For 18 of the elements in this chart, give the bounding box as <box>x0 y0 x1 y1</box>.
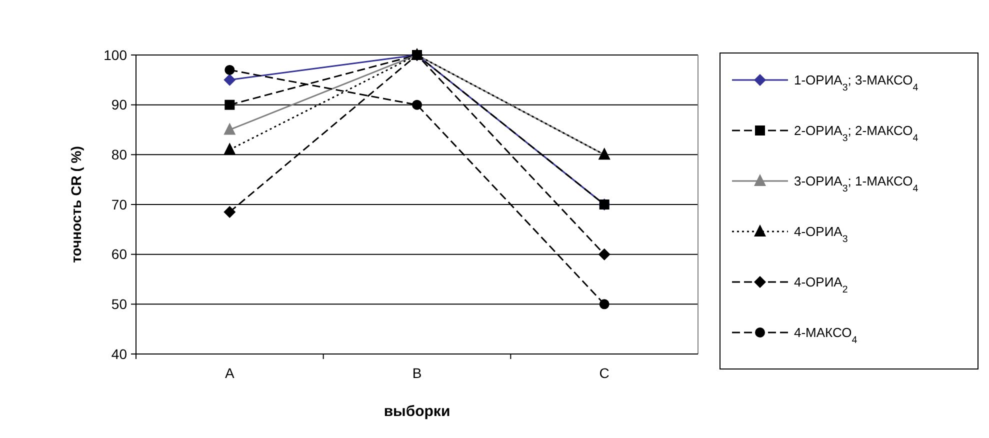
x-tick-label: B <box>412 365 422 381</box>
y-axis-title: точность CR ( %) <box>68 146 84 263</box>
y-tick-label: 50 <box>111 296 128 312</box>
y-tick-label: 40 <box>111 346 128 362</box>
y-tick-label: 70 <box>111 196 128 212</box>
x-tick-label: C <box>599 365 610 381</box>
y-tick-label: 100 <box>104 46 128 63</box>
y-tick-label: 60 <box>111 246 128 262</box>
y-tick-label: 80 <box>111 146 128 163</box>
x-axis-title: выборки <box>384 403 450 420</box>
legend-label: 2-ОРИА$_{3}$; 2-МАКСО$_{4}$ <box>794 123 919 144</box>
legend-label: 1-ОРИА$_{3}$; 3-МАКСО$_{4}$ <box>794 72 919 94</box>
legend-label: 4-ОРИА$_{2}$ <box>794 274 848 296</box>
legend-label: 4-МАКСО$_{4}$ <box>794 325 858 346</box>
y-tick-label: 90 <box>111 96 128 113</box>
legend-label: 4-ОРИА$_{3}$ <box>794 224 848 245</box>
x-tick-label: A <box>224 365 235 381</box>
legend-label: 3-ОРИА$_{3}$; 1-МАКСО$_{4}$ <box>794 174 919 194</box>
